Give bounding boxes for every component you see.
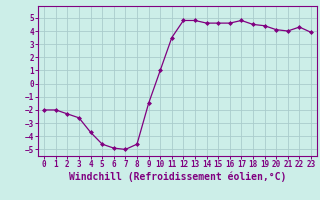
X-axis label: Windchill (Refroidissement éolien,°C): Windchill (Refroidissement éolien,°C) [69,172,286,182]
